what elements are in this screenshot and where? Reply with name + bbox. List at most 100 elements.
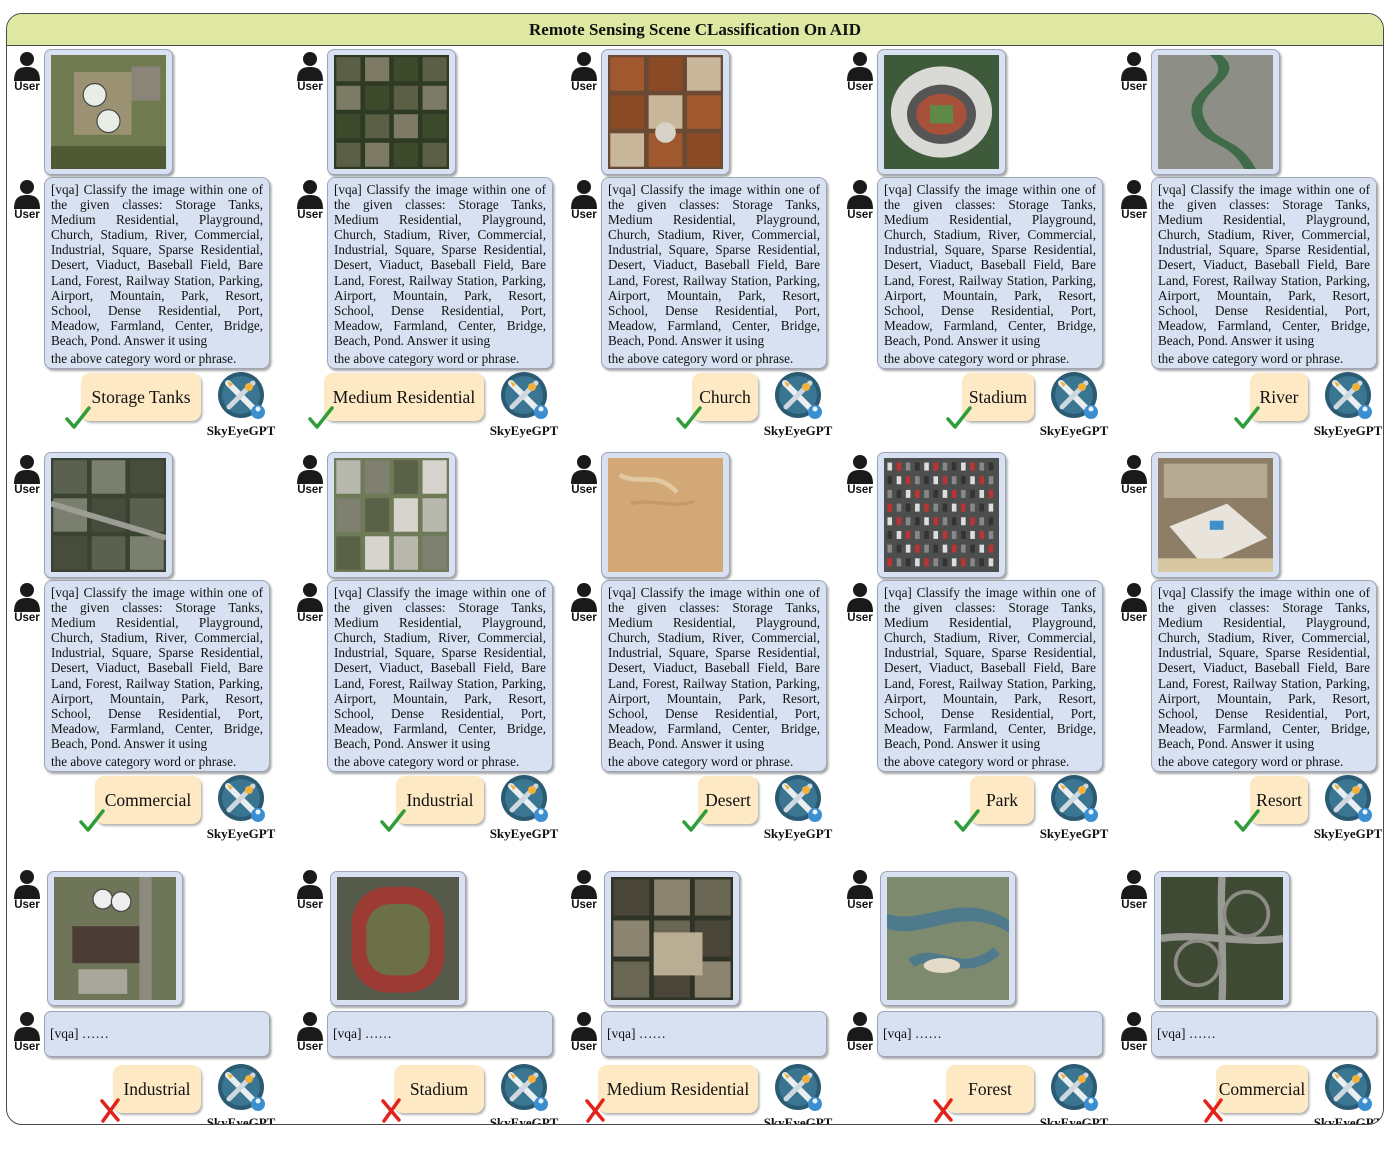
dense-buildings-aerial bbox=[611, 877, 733, 1000]
input-image bbox=[880, 871, 1016, 1006]
user-label: User bbox=[14, 899, 40, 911]
question-text: [vqa] Classify the image within one of t… bbox=[1158, 182, 1370, 348]
question-text-tail: the above category word or phrase. bbox=[884, 754, 1070, 770]
question-text-tail: the above category word or phrase. bbox=[1158, 754, 1344, 770]
skyeyegpt-avatar: SkyEyeGPT bbox=[203, 371, 279, 441]
user-avatar: User bbox=[11, 454, 43, 502]
skyeyegpt-label: SkyEyeGPT bbox=[763, 423, 833, 438]
user-label: User bbox=[571, 612, 597, 624]
user-avatar: User bbox=[294, 179, 326, 227]
check-icon bbox=[946, 405, 972, 431]
user-avatar: User bbox=[294, 582, 326, 630]
answer-bubble: Storage Tanks bbox=[81, 373, 201, 421]
user-label: User bbox=[847, 209, 873, 221]
user-avatar: User bbox=[844, 582, 876, 630]
user-avatar: User bbox=[11, 51, 43, 99]
question-text: [vqa] …… bbox=[607, 1026, 666, 1041]
user-label: User bbox=[1121, 899, 1147, 911]
question-bubble: [vqa] Classify the image within one of t… bbox=[44, 177, 270, 369]
check-icon bbox=[954, 808, 980, 834]
question-text: [vqa] Classify the image within one of t… bbox=[51, 182, 263, 348]
user-avatar: User bbox=[294, 454, 326, 502]
answer-bubble: River bbox=[1250, 373, 1308, 421]
question-bubble: [vqa] …… bbox=[1151, 1011, 1377, 1057]
user-avatar: User bbox=[1118, 1011, 1150, 1059]
user-avatar: User bbox=[11, 1011, 43, 1059]
skyeyegpt-logo-icon bbox=[217, 774, 267, 824]
skyeyegpt-label: SkyEyeGPT bbox=[489, 1115, 559, 1125]
user-avatar: User bbox=[568, 1011, 600, 1059]
medium-residential-aerial bbox=[334, 55, 449, 169]
skyeyegpt-label: SkyEyeGPT bbox=[489, 423, 559, 438]
commercial-aerial bbox=[51, 458, 166, 572]
skyeyegpt-logo-icon bbox=[774, 774, 824, 824]
user-label: User bbox=[14, 1041, 40, 1053]
user-avatar: User bbox=[294, 869, 326, 917]
input-image bbox=[330, 871, 466, 1006]
user-avatar: User bbox=[568, 51, 600, 99]
question-bubble: [vqa] …… bbox=[44, 1011, 270, 1057]
example-cell: User User [vqa] Classify the image within … bbox=[1114, 449, 1382, 849]
example-cell: User User [vqa] Classify the image within … bbox=[840, 449, 1108, 849]
skyeyegpt-avatar: SkyEyeGPT bbox=[1310, 1063, 1383, 1125]
skyeyegpt-logo-icon bbox=[774, 371, 824, 421]
skyeyegpt-logo-icon bbox=[217, 1063, 267, 1113]
river-valley-aerial bbox=[887, 877, 1009, 1000]
skyeyegpt-avatar: SkyEyeGPT bbox=[760, 371, 836, 441]
user-avatar: User bbox=[844, 454, 876, 502]
skyeyegpt-avatar: SkyEyeGPT bbox=[1310, 371, 1383, 441]
check-icon bbox=[380, 808, 406, 834]
question-bubble: [vqa] Classify the image within one of t… bbox=[877, 580, 1103, 772]
input-image bbox=[601, 49, 730, 175]
example-cell: User User [vqa] Classify the image within … bbox=[7, 46, 275, 446]
user-label: User bbox=[1121, 1041, 1147, 1053]
question-text: [vqa] Classify the image within one of t… bbox=[608, 182, 820, 348]
check-icon bbox=[65, 405, 91, 431]
answer-bubble: Industrial bbox=[396, 776, 484, 824]
question-bubble: [vqa] Classify the image within one of t… bbox=[44, 580, 270, 772]
question-text-tail: the above category word or phrase. bbox=[608, 351, 794, 367]
skyeyegpt-avatar: SkyEyeGPT bbox=[1036, 774, 1112, 844]
question-bubble: [vqa] Classify the image within one of t… bbox=[327, 177, 553, 369]
skyeyegpt-logo-icon bbox=[217, 371, 267, 421]
question-text: [vqa] Classify the image within one of t… bbox=[334, 585, 546, 751]
answer-bubble: Desert bbox=[698, 776, 758, 824]
skyeyegpt-label: SkyEyeGPT bbox=[1313, 423, 1383, 438]
user-label: User bbox=[571, 81, 597, 93]
answer-bubble: Church bbox=[692, 373, 758, 421]
skyeyegpt-logo-icon bbox=[1050, 371, 1100, 421]
question-text-tail: the above category word or phrase. bbox=[334, 351, 520, 367]
skyeyegpt-avatar: SkyEyeGPT bbox=[486, 774, 562, 844]
answer-bubble: Industrial bbox=[113, 1065, 201, 1113]
check-icon bbox=[682, 808, 708, 834]
user-label: User bbox=[571, 899, 597, 911]
input-image bbox=[327, 49, 456, 175]
user-avatar: User bbox=[844, 51, 876, 99]
question-text: [vqa] …… bbox=[1157, 1026, 1216, 1041]
input-image bbox=[44, 452, 173, 578]
user-avatar: User bbox=[1118, 51, 1150, 99]
input-image bbox=[604, 871, 740, 1006]
skyeyegpt-logo-icon bbox=[1050, 1063, 1100, 1113]
user-label: User bbox=[847, 899, 873, 911]
skyeyegpt-logo-icon bbox=[1324, 774, 1374, 824]
user-avatar: User bbox=[294, 1011, 326, 1059]
skyeyegpt-logo-icon bbox=[1324, 1063, 1374, 1113]
skyeyegpt-label: SkyEyeGPT bbox=[1313, 1115, 1383, 1125]
skyeyegpt-logo-icon bbox=[500, 1063, 550, 1113]
cross-icon bbox=[97, 1097, 123, 1123]
input-image bbox=[44, 49, 173, 175]
user-avatar: User bbox=[11, 179, 43, 227]
example-cell: User User [vqa] Classify the image within … bbox=[564, 46, 832, 446]
check-icon bbox=[79, 808, 105, 834]
user-avatar: User bbox=[1118, 179, 1150, 227]
example-cell: User User [vqa] Classify the image within … bbox=[290, 449, 558, 849]
question-text-tail: the above category word or phrase. bbox=[51, 754, 237, 770]
user-avatar: User bbox=[844, 1011, 876, 1059]
river-aerial bbox=[1158, 55, 1273, 169]
input-image bbox=[877, 49, 1006, 175]
question-bubble: [vqa] Classify the image within one of t… bbox=[601, 580, 827, 772]
figure-title: Remote Sensing Scene CLassification On A… bbox=[7, 14, 1383, 46]
user-avatar: User bbox=[1118, 454, 1150, 502]
user-avatar: User bbox=[11, 582, 43, 630]
